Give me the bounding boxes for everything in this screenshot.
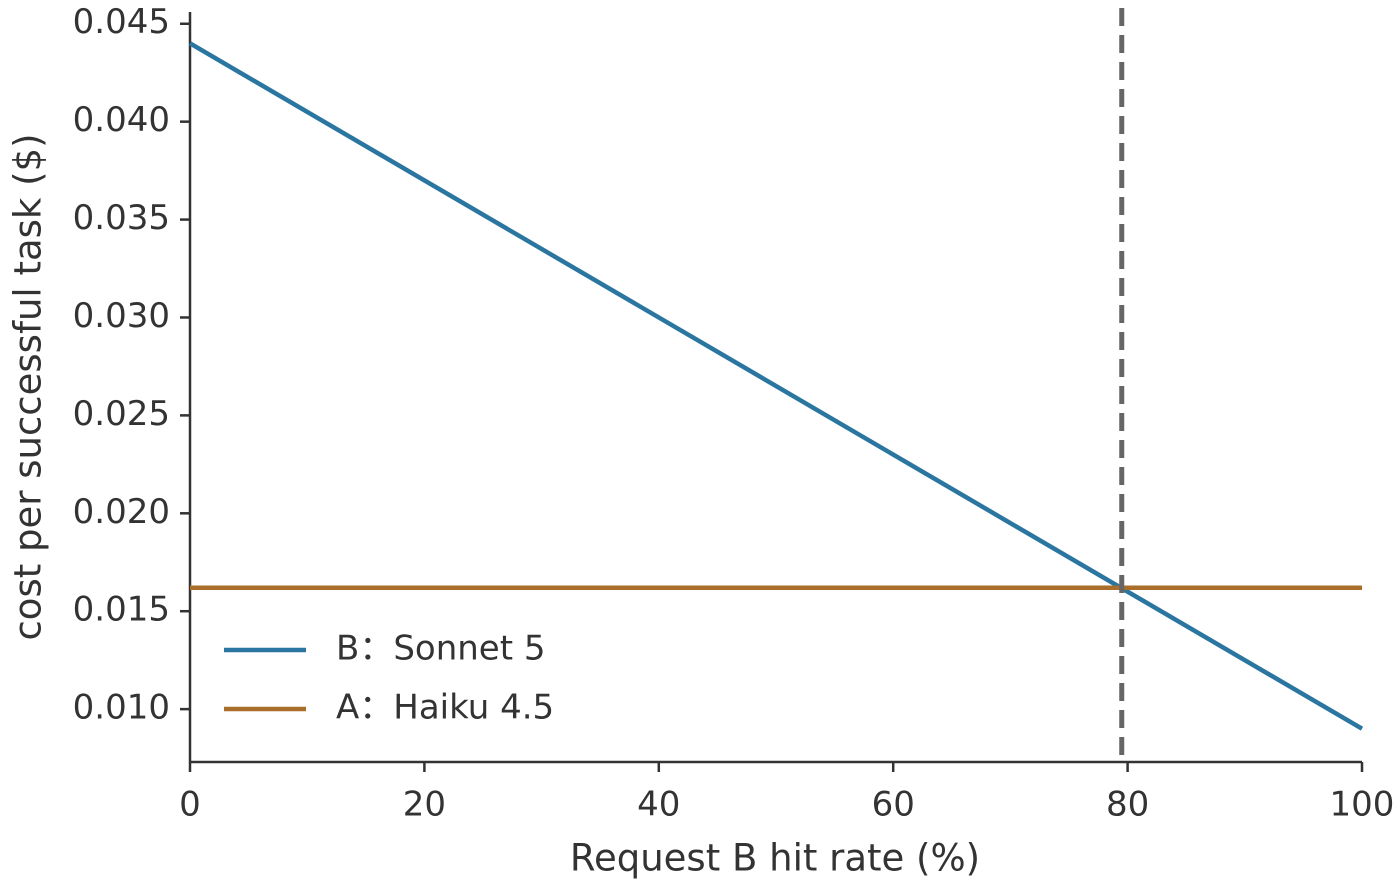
x-tick-label: 20: [403, 785, 446, 825]
x-tick-label: 80: [1106, 785, 1149, 825]
x-tick-label: 40: [637, 785, 680, 825]
y-tick-label: 0.030: [73, 296, 170, 336]
legend-label: B：Sonnet 5: [336, 629, 546, 669]
x-tick-label: 100: [1330, 785, 1395, 825]
y-tick-label: 0.015: [73, 590, 170, 630]
x-tick-label: 0: [179, 785, 201, 825]
y-tick-label: 0.035: [73, 198, 170, 238]
y-tick-label: 0.025: [73, 394, 170, 434]
legend-label: A：Haiku 4.5: [336, 688, 554, 728]
y-tick-label: 0.045: [73, 2, 170, 42]
x-axis-label: Request B hit rate (%): [570, 837, 980, 880]
y-tick-label: 0.020: [73, 492, 170, 532]
y-tick-label: 0.040: [73, 100, 170, 140]
series-line: [188, 41, 1364, 731]
y-tick-label: 0.010: [73, 688, 170, 728]
y-axis-label: cost per successful task ($): [7, 133, 50, 640]
x-tick-label: 60: [872, 785, 915, 825]
